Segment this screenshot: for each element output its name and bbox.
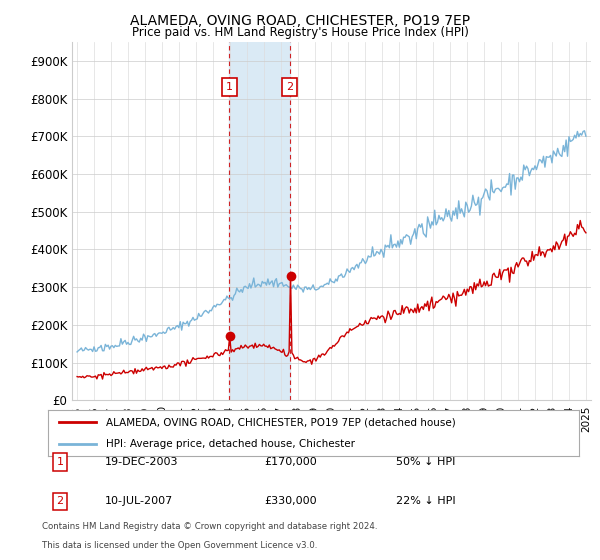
- Text: 19-DEC-2003: 19-DEC-2003: [105, 457, 179, 467]
- Text: This data is licensed under the Open Government Licence v3.0.: This data is licensed under the Open Gov…: [42, 541, 317, 550]
- Text: £170,000: £170,000: [264, 457, 317, 467]
- Text: 2: 2: [286, 82, 293, 92]
- Text: HPI: Average price, detached house, Chichester: HPI: Average price, detached house, Chic…: [106, 439, 355, 449]
- Text: ALAMEDA, OVING ROAD, CHICHESTER, PO19 7EP (detached house): ALAMEDA, OVING ROAD, CHICHESTER, PO19 7E…: [106, 417, 456, 427]
- Text: ALAMEDA, OVING ROAD, CHICHESTER, PO19 7EP: ALAMEDA, OVING ROAD, CHICHESTER, PO19 7E…: [130, 14, 470, 28]
- Text: 22% ↓ HPI: 22% ↓ HPI: [396, 496, 455, 506]
- Bar: [229, 42, 290, 400]
- Text: 1: 1: [56, 457, 64, 467]
- Text: 2: 2: [56, 496, 64, 506]
- Text: £330,000: £330,000: [264, 496, 317, 506]
- Text: Contains HM Land Registry data © Crown copyright and database right 2024.: Contains HM Land Registry data © Crown c…: [42, 522, 377, 531]
- Text: 1: 1: [226, 82, 233, 92]
- Text: 50% ↓ HPI: 50% ↓ HPI: [396, 457, 455, 467]
- Text: 10-JUL-2007: 10-JUL-2007: [105, 496, 173, 506]
- Text: Price paid vs. HM Land Registry's House Price Index (HPI): Price paid vs. HM Land Registry's House …: [131, 26, 469, 39]
